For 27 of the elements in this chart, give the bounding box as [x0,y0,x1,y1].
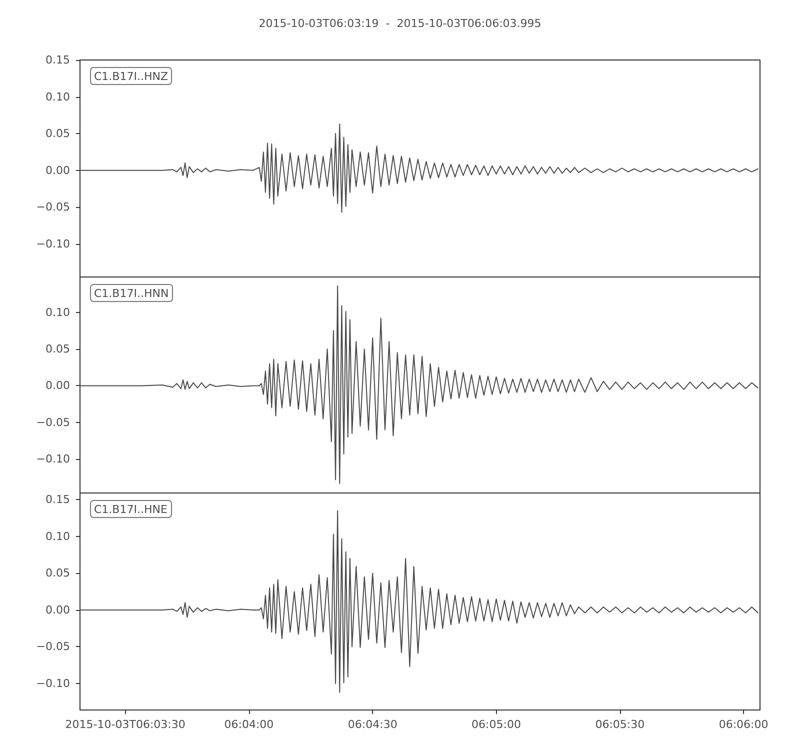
y-tick-label: −0.10 [36,237,70,250]
x-tick-label: 06:04:00 [224,718,274,731]
annotation: C1.B17I..HNZ [94,70,168,83]
x-tick-label: 06:04:30 [348,718,398,731]
y-tick-label: 0.05 [46,342,70,356]
x-tick-label: 2015-10-03T06:03:30 [65,718,186,731]
chart-title: 2015-10-03T06:03:19 - 2015-10-03T06:06:03.995 [258,17,542,30]
x-tick-label: 06:05:00 [472,718,521,731]
y-tick-label: 0.10 [46,530,70,543]
y-tick-label: −0.10 [36,677,70,690]
x-tick-label: 06:06:00 [718,718,768,731]
y-tick-label: 0.00 [46,379,70,392]
y-tick-label: −0.05 [36,200,70,214]
y-tick-label: 0.15 [46,54,70,66]
annotation: C1.B17I..HNN [94,287,169,300]
y-tick-label: −0.05 [36,640,70,654]
y-tick-label: 0.10 [46,306,70,319]
y-tick-label: 0.15 [46,493,70,506]
y-tick-label: 0.10 [46,90,70,104]
y-tick-label: −0.05 [36,416,70,429]
y-tick-label: −0.10 [36,452,70,466]
x-tick-label: 06:05:30 [595,718,645,731]
y-tick-label: 0.00 [46,603,70,616]
annotation: C1.B17I..HNE [94,503,168,516]
y-tick-label: 0.05 [46,566,70,580]
y-tick-label: 0.05 [46,127,70,140]
y-tick-label: 0.00 [46,164,70,177]
